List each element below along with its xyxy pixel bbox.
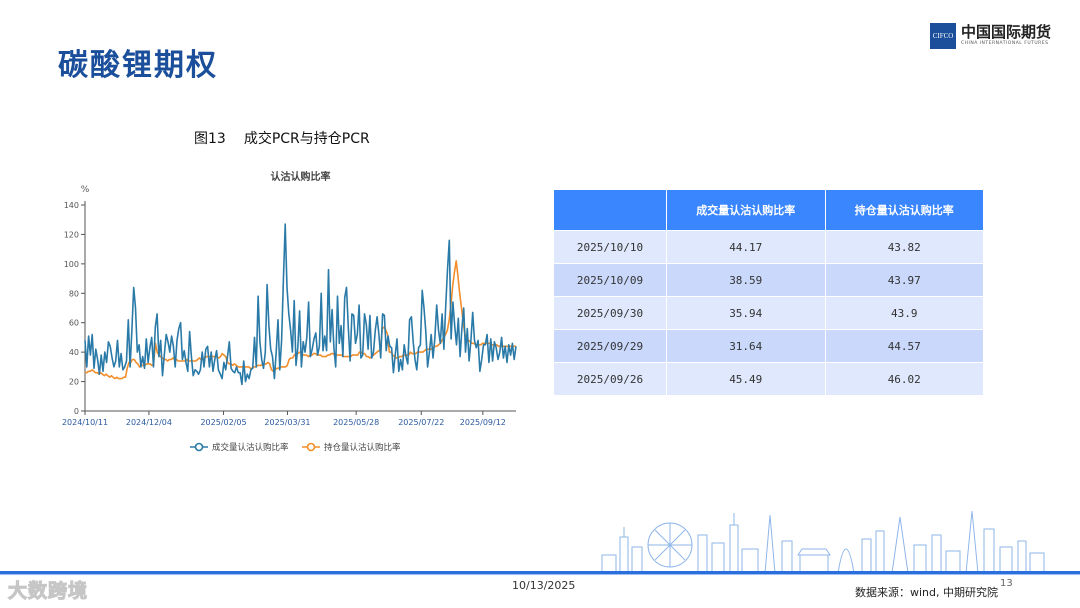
figure-caption: 图13 成交PCR与持仓PCR: [194, 128, 388, 148]
company-logo: CIFCO 中国国际期货 CHINA INTERNATIONAL FUTURES: [930, 22, 1051, 50]
report-date: 10/13/2025: [512, 579, 576, 592]
y-axis-unit: %: [81, 185, 90, 195]
logo-text: 中国国际期货 CHINA INTERNATIONAL FUTURES: [961, 24, 1051, 48]
figure-number: 图13: [194, 131, 226, 147]
page-title: 碳酸锂期权: [58, 48, 218, 83]
table-row: 2025/09/29 31.64 44.57: [554, 329, 984, 363]
table-cell-date: 2025/09/29: [554, 329, 667, 363]
table-row: 2025/09/30 35.94 43.9: [554, 296, 984, 330]
table-row: 2025/09/26 45.49 46.02: [554, 362, 984, 395]
table-cell-volume-pcr: 44.17: [666, 230, 826, 264]
table-cell-oi-pcr: 43.97: [825, 263, 984, 297]
table-cell-oi-pcr: 43.9: [825, 296, 984, 330]
x-tick-label: 2025/02/05: [200, 418, 246, 427]
x-tick-label: 2025/05/28: [333, 418, 379, 427]
table-cell-volume-pcr: 45.49: [666, 362, 826, 395]
footer-divider: [0, 571, 1080, 574]
chart-title: 认沽认购比率: [271, 170, 331, 183]
y-tick-label: 60: [69, 319, 79, 328]
legend-label: 持仓量认沽认购比率: [324, 442, 401, 453]
table-cell-date: 2025/09/26: [554, 362, 667, 395]
table-cell-oi-pcr: 43.82: [825, 230, 984, 264]
data-source: 数据来源：wind, 中期研究院: [855, 586, 998, 599]
table-cell-date: 2025/09/30: [554, 296, 667, 330]
legend-label: 成交量认沽认购比率: [212, 442, 289, 453]
table-row: 2025/10/10 44.17 43.82: [554, 230, 984, 264]
table-header-row: 成交量认沽认购比率 持仓量认沽认购比率: [554, 190, 984, 231]
y-tick-label: 80: [69, 289, 79, 298]
table-row: 2025/10/09 38.59 43.97: [554, 263, 984, 297]
x-tick-label: 2025/03/31: [264, 418, 310, 427]
x-tick-label: 2024/10/11: [62, 418, 108, 427]
city-skyline-illustration: [601, 510, 1045, 573]
logo-chinese-name: 中国国际期货: [961, 23, 1052, 41]
logo-mark: CIFCO: [930, 23, 956, 49]
figure-title: 成交PCR与持仓PCR: [243, 131, 370, 147]
x-tick-label: 2025/09/12: [460, 418, 506, 427]
pcr-line-chart: 认沽认购比率% 0 20 40 60 80 100 120 140 2024/10/11 2024/…: [62, 170, 517, 453]
table-cell-oi-pcr: 46.02: [825, 362, 984, 395]
watermark-logo: 大数跨境: [7, 580, 89, 603]
page-number: 13: [1000, 578, 1013, 589]
table-cell-volume-pcr: 38.59: [666, 263, 826, 297]
y-tick-label: 0: [74, 407, 79, 416]
legend-swatch-marker: [194, 442, 204, 452]
footer-divider-light: [0, 574, 1080, 575]
x-tick-label: 2025/07/22: [398, 418, 444, 427]
legend-swatch-marker: [306, 442, 316, 452]
table-cell-date: 2025/10/10: [554, 230, 667, 264]
y-tick-label: 100: [64, 260, 79, 269]
x-tick-label: 2024/12/04: [126, 418, 172, 427]
y-tick-label: 20: [69, 378, 79, 387]
y-tick-label: 120: [64, 230, 79, 239]
table-header-oi-pcr: 持仓量认沽认购比率: [825, 190, 984, 231]
y-tick-label: 140: [64, 201, 79, 210]
table-cell-volume-pcr: 31.64: [666, 329, 826, 363]
logo-english-name: CHINA INTERNATIONAL FUTURES: [961, 41, 1049, 46]
pcr-data-table: 成交量认沽认购比率 持仓量认沽认购比率 2025/10/10 44.17 43.…: [554, 190, 984, 395]
table-cell-volume-pcr: 35.94: [666, 296, 826, 330]
series-line-volume-pcr: [84, 223, 517, 386]
table-header-volume-pcr: 成交量认沽认购比率: [666, 190, 826, 231]
table-cell-date: 2025/10/09: [554, 263, 667, 297]
y-tick-label: 40: [69, 348, 79, 357]
table-cell-oi-pcr: 44.57: [825, 329, 984, 363]
table-header-date: [554, 190, 667, 231]
